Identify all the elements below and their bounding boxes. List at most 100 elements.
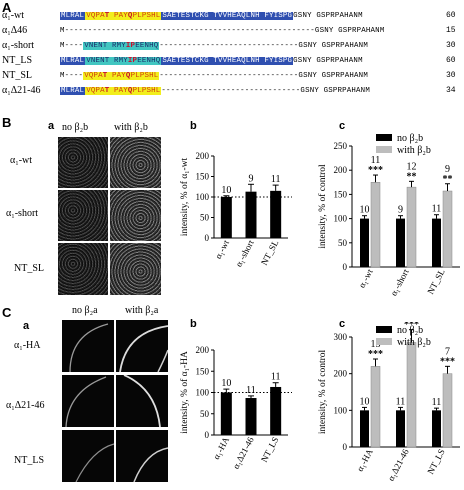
n-label: 9 (445, 164, 450, 175)
seq-row-length: 60 (446, 56, 456, 65)
seq-segment-cyan: VNENT RMYIPEENHQ (83, 42, 160, 50)
y-tick-label: 100 (196, 192, 210, 202)
x-tick-label: NT_SL (259, 238, 281, 267)
y-axis-label: intensity, % of control (317, 164, 328, 249)
micrograph-ha-no-beta (62, 320, 114, 372)
legend-swatch-no-beta (376, 326, 392, 333)
y-axis-label: intensity, % of α₁-wt (179, 157, 190, 236)
significance-stars: ** (407, 171, 417, 182)
n-label: 10 (360, 205, 370, 216)
ba-row-short: α₁-short (6, 208, 39, 219)
x-tick-label: α₁-HA (355, 447, 375, 473)
y-tick-label: 150 (196, 366, 210, 376)
bar (370, 366, 381, 448)
seq-row-sequence: M---------------------------------------… (60, 26, 384, 37)
legend-label-no-beta: no β₂b (397, 325, 423, 336)
bar (360, 218, 369, 267)
significance-stars: ** (443, 174, 453, 185)
n-label: 9 (398, 205, 403, 216)
y-tick-label: 200 (334, 369, 348, 379)
ba-row-wt: α₁-wt (10, 155, 33, 166)
x-tick-label: α₁-short (233, 238, 256, 269)
significance-stars: *** (440, 356, 455, 367)
n-label: 11 (271, 174, 281, 185)
y-tick-label: 100 (334, 405, 348, 415)
y-tick-label: 100 (334, 214, 348, 224)
micrograph-ha-with-beta (116, 320, 168, 372)
seq-segment-yellow: VQPAT PAYQPLPSHL (85, 87, 162, 95)
legend-label-with-beta: with β₂b (397, 145, 431, 156)
y-tick-label: 100 (196, 388, 210, 398)
seq-segment-blue: MLRAL (60, 57, 86, 65)
chart-bc: 0 50 100 150 200 250 intensity, % of control 10… (317, 133, 460, 297)
bar (442, 373, 453, 448)
legend-swatch-no-beta (376, 134, 392, 141)
x-tick-label: α₁-wt (213, 238, 231, 261)
seq-row-sequence: M----VQPAT PAYQPLPSHL-------------------… (60, 71, 368, 82)
y-tick-label: 200 (334, 165, 348, 175)
ca-col-with-beta: with β₂a (125, 305, 159, 316)
seq-row-sequence: M----VNENT RMYIPEENHQ-------------------… (60, 41, 368, 52)
bar (432, 218, 441, 267)
ca-row-ntls: NT_LS (14, 455, 44, 466)
ca-row-ha: α₁-HA (14, 340, 41, 351)
legend-label-no-beta: no β₂b (397, 133, 423, 144)
seq-row-length: 30 (446, 71, 456, 80)
significance-stars: *** (404, 322, 419, 331)
panel-ba-letter: a (48, 120, 55, 132)
n-label: 9 (249, 173, 254, 184)
micrograph-ntls-no-beta (62, 430, 114, 482)
legend-label-with-beta: with β₂b (397, 337, 431, 348)
bar (406, 342, 417, 448)
ba-col-with-beta: with β₂b (114, 122, 148, 133)
seq-segment-cyan: VNENT RMYIPEENHQ (85, 57, 162, 65)
micrograph-ntls-with-beta (116, 430, 168, 482)
seq-row-sequence: MLRAL VQPAT PAYQPLPSHL-------------------… (60, 86, 370, 97)
panel-bc-letter: c (339, 120, 346, 132)
y-tick-label: 250 (334, 141, 348, 151)
ca-col-no-beta: no β₂a (72, 305, 98, 316)
y-tick-label: 0 (205, 233, 210, 243)
x-tick-label: NT_LS (425, 447, 447, 476)
chart-cb: 0 50 100 150 200 intensity, % of α₁-HA 10 α₁-HA… (179, 345, 292, 471)
bar (406, 186, 417, 268)
y-tick-label: 200 (196, 151, 210, 161)
seq-segment-blue: MLRAL (60, 12, 86, 20)
chart-bb: 0 50 100 150 200 intensity, % of α₁-wt 10 α₁-wt… (179, 151, 292, 269)
n-label: 7 (445, 346, 450, 357)
seq-row-name: α₁-wt (2, 10, 25, 21)
n-label: 10 (221, 185, 231, 196)
micrograph-wt-no-beta (58, 137, 108, 188)
x-tick-label: NT_SL (425, 267, 447, 296)
seq-segment-plain: M---- (60, 72, 84, 80)
y-tick-label: 0 (205, 430, 210, 440)
bar (396, 218, 405, 267)
bar (245, 398, 257, 435)
significance-stars: *** (368, 165, 383, 176)
seq-segment-blue: SAETESTCKG TVVHEAQLNH FYISPG (161, 12, 294, 20)
n-label: 11 (371, 155, 381, 166)
y-tick-label: 0 (343, 262, 348, 272)
legend-swatch-with-beta (376, 146, 392, 153)
seq-row-length: 30 (446, 41, 456, 50)
micrograph-short-with-beta (110, 190, 161, 241)
seq-segment-plain: ------------------------------GSNY GSPRP… (161, 87, 370, 95)
legend-swatch-with-beta (376, 338, 392, 345)
seq-segment-plain: ------------------------------GSNY GSPRP… (159, 42, 368, 50)
y-tick-label: 0 (343, 442, 348, 452)
ca-row-delta: α₁Δ21-46 (6, 400, 45, 411)
seq-segment-yellow: VQPAT PAYQPLPSHL (85, 12, 162, 20)
n-label: 11 (432, 397, 442, 408)
ba-row-ntsl: NT_SL (14, 263, 44, 274)
bar (270, 190, 282, 238)
seq-row-sequence: MLRAL VQPAT PAYQPLPSHL SAETESTCKG TVVHEAQL… (60, 11, 363, 22)
seq-row-name: α₁Δ46 (2, 25, 28, 36)
x-tick-label: NT_LS (259, 435, 281, 464)
y-tick-label: 300 (334, 332, 348, 342)
n-label: 12 (407, 161, 417, 172)
seq-segment-plain: GSNY GSPRPAHANM (293, 57, 363, 65)
bar (442, 190, 453, 268)
bar (220, 392, 232, 435)
panel-c-letter: C (2, 305, 12, 320)
